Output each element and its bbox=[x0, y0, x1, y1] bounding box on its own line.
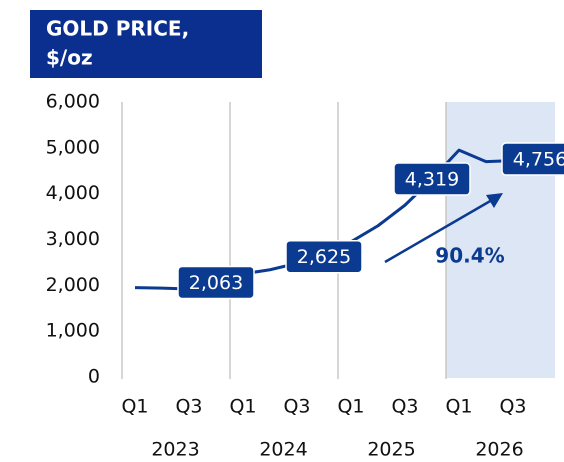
y-tick-label: 4,000 bbox=[46, 182, 100, 204]
chart-subtitle: $/oz bbox=[46, 46, 93, 70]
y-tick-label: 2,000 bbox=[46, 274, 100, 296]
x-tick-label: Q1 bbox=[229, 396, 256, 418]
value-label: 4,756 bbox=[513, 149, 564, 171]
x-tick-label: Q3 bbox=[283, 396, 310, 418]
year-label: 2023 bbox=[151, 439, 199, 461]
value-label-box bbox=[501, 142, 564, 176]
value-label: 2,625 bbox=[297, 246, 351, 268]
value-label-box bbox=[177, 265, 255, 300]
growth-arrow bbox=[384, 198, 493, 264]
x-tick-label: Q1 bbox=[445, 396, 472, 418]
year-label: 2026 bbox=[475, 439, 523, 461]
y-tick-label: 6,000 bbox=[46, 91, 100, 113]
value-label-box bbox=[393, 162, 471, 196]
x-tick-label: Q1 bbox=[337, 396, 364, 418]
value-label: 4,319 bbox=[405, 169, 459, 191]
x-tick-label: Q3 bbox=[391, 396, 418, 418]
y-tick-label: 3,000 bbox=[46, 228, 100, 250]
chart-title: GOLD PRICE, bbox=[46, 17, 189, 41]
y-tick-label: 1,000 bbox=[46, 320, 100, 342]
value-label: 2,063 bbox=[189, 272, 243, 294]
year-label: 2024 bbox=[259, 439, 307, 461]
title-box bbox=[30, 10, 262, 78]
year-label: 2025 bbox=[367, 439, 415, 461]
x-tick-label: Q1 bbox=[121, 396, 148, 418]
x-tick-label: Q3 bbox=[499, 396, 526, 418]
growth-annotation: 90.4% bbox=[435, 244, 504, 268]
y-tick-label: 5,000 bbox=[46, 136, 100, 158]
arrow-head bbox=[486, 193, 503, 208]
x-tick-label: Q3 bbox=[175, 396, 202, 418]
y-tick-label: 0 bbox=[88, 366, 100, 388]
value-label-box bbox=[285, 239, 363, 274]
